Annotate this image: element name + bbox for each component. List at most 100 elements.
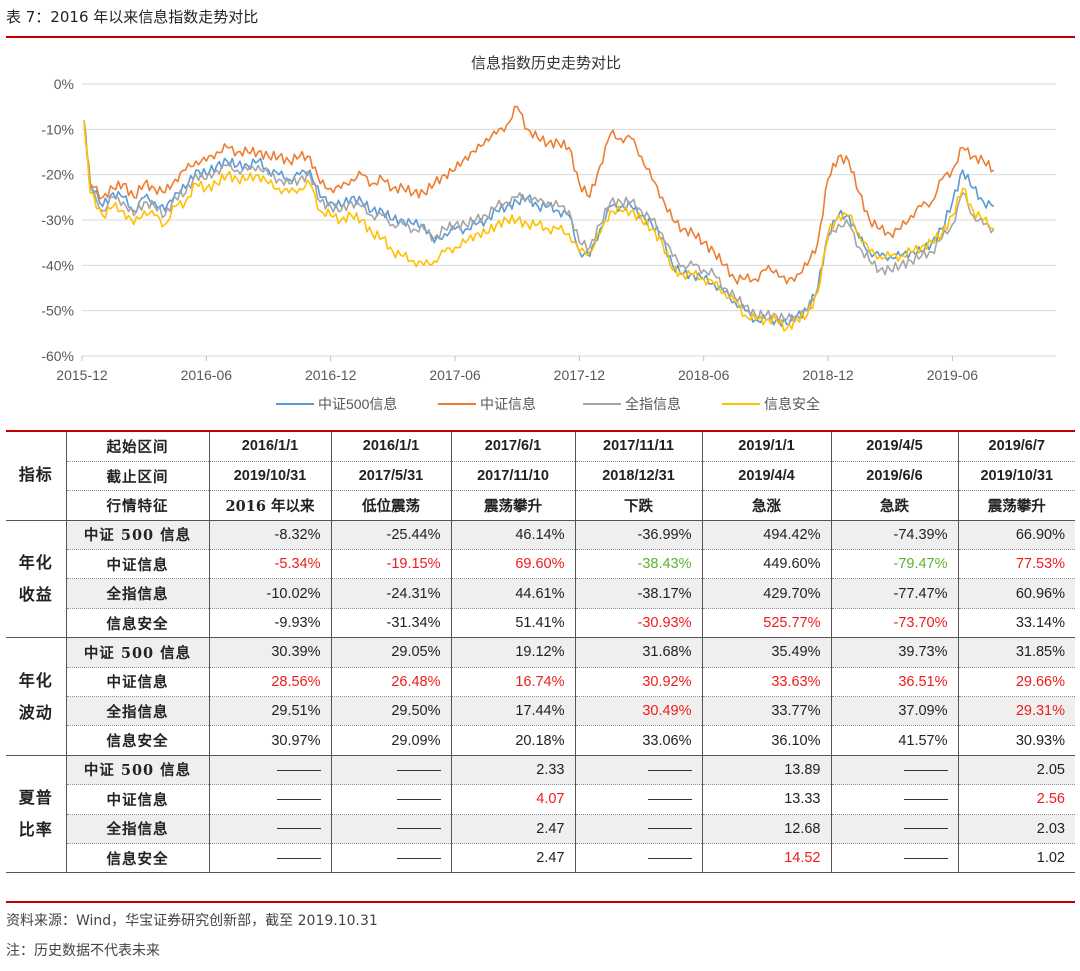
value-cell: 46.14% bbox=[451, 520, 576, 551]
value-cell: 33.77% bbox=[702, 696, 832, 727]
value-cell: 29.51% bbox=[209, 696, 332, 727]
series-line-3 bbox=[83, 120, 995, 322]
value-cell: 4.07 bbox=[451, 784, 576, 815]
source-note: 资料来源：Wind，华宝证券研究创新部，截至 2019.10.31 bbox=[6, 913, 378, 929]
header-cell: 2018/12/31 bbox=[575, 461, 703, 492]
row-label: 中证信息 bbox=[66, 784, 210, 815]
value-cell bbox=[575, 843, 703, 874]
section-label-line: 年化 bbox=[18, 670, 53, 690]
stats-table: 指标 起始区间 2016/1/1 2016/1/1 2017/6/1 2017/11/11… bbox=[6, 432, 1075, 874]
header-cell: 2016/1/1 bbox=[331, 432, 452, 462]
row-label: 全指信息 bbox=[66, 578, 210, 609]
value-cell: 36.51% bbox=[831, 667, 959, 698]
value-cell bbox=[331, 755, 452, 786]
header-cell: 2016/1/1 bbox=[209, 432, 332, 462]
value-cell bbox=[831, 755, 959, 786]
value-cell: -30.93% bbox=[575, 608, 703, 639]
legend-label: 全指信息 bbox=[625, 396, 681, 412]
value-cell: -38.43% bbox=[575, 549, 703, 580]
value-cell: 2.05 bbox=[958, 755, 1075, 786]
value-cell: 36.10% bbox=[702, 725, 832, 756]
value-cell: -74.39% bbox=[831, 520, 959, 551]
mid-rule bbox=[6, 430, 1075, 432]
value-cell: 26.48% bbox=[331, 667, 452, 698]
empty-dash bbox=[647, 828, 692, 830]
value-cell bbox=[575, 784, 703, 815]
value-cell: 30.39% bbox=[209, 637, 332, 668]
row-label: 信息安全 bbox=[66, 725, 210, 756]
header-cell: 低位震荡 bbox=[331, 490, 452, 521]
header-row: 指标 起始区间 2016/1/1 2016/1/1 2017/6/1 2017/11/11… bbox=[6, 432, 1075, 521]
table-row: 信息安全 2.47 14.52 1.02 bbox=[6, 843, 1075, 874]
header-cell: 急跌 bbox=[831, 490, 959, 521]
value-cell: 39.73% bbox=[831, 637, 959, 668]
value-cell bbox=[331, 784, 452, 815]
legend: 中证500信息 中证信息 全指信息 信息安全 bbox=[276, 396, 820, 412]
empty-dash bbox=[903, 799, 948, 801]
bottom-rule bbox=[6, 901, 1075, 903]
value-cell: 30.49% bbox=[575, 696, 703, 727]
legend-label: 中证500信息 bbox=[318, 396, 397, 412]
table-row: 中证信息 -5.34% -19.15% 69.60% -38.43% 449.60% -79… bbox=[6, 549, 1075, 580]
row-label: 中证 500 信息 bbox=[66, 520, 210, 551]
value-cell bbox=[209, 755, 332, 786]
x-tick-label: 2016-12 bbox=[305, 367, 357, 383]
value-cell: 69.60% bbox=[451, 549, 576, 580]
chart-title: 信息指数历史走势对比 bbox=[471, 55, 621, 72]
empty-dash bbox=[276, 769, 321, 771]
value-cell: 30.93% bbox=[958, 725, 1075, 756]
y-tick-label: -50% bbox=[41, 303, 74, 319]
x-tick-label: 2017-12 bbox=[554, 367, 606, 383]
value-cell bbox=[575, 814, 703, 844]
header-cell: 2016 年以来 bbox=[209, 490, 332, 521]
row-label: 中证信息 bbox=[66, 667, 210, 698]
empty-dash bbox=[276, 799, 321, 801]
disclaimer-note: 注：历史数据不代表未来 bbox=[6, 943, 160, 959]
header-cell: 2019/4/5 bbox=[831, 432, 959, 462]
header-cell: 2019/10/31 bbox=[209, 461, 332, 492]
legend-label: 中证信息 bbox=[480, 396, 536, 412]
x-axis-labels: 2015-12 2016-06 2016-12 2017-06 2017-12 2018-… bbox=[56, 367, 978, 383]
value-cell: -73.70% bbox=[831, 608, 959, 639]
value-cell: -19.15% bbox=[331, 549, 452, 580]
x-tick-label: 2018-12 bbox=[802, 367, 854, 383]
header-cell: 2017/6/1 bbox=[451, 432, 576, 462]
value-cell: 2.47 bbox=[451, 843, 576, 874]
value-cell: 33.63% bbox=[702, 667, 832, 698]
value-cell bbox=[331, 814, 452, 844]
value-cell: 29.05% bbox=[331, 637, 452, 668]
table-row: 信息安全 30.97% 29.09% 20.18% 33.06% 36.10% 41.57%… bbox=[6, 725, 1075, 756]
header-cell: 2019/10/31 bbox=[958, 461, 1075, 492]
empty-dash bbox=[396, 769, 441, 771]
top-rule bbox=[6, 36, 1075, 38]
header-cell: 2017/11/10 bbox=[451, 461, 576, 492]
header-label: 起始区间 bbox=[66, 432, 210, 462]
section-label-line: 波动 bbox=[18, 702, 53, 722]
value-cell: -31.34% bbox=[331, 608, 452, 639]
section-label-line: 夏普 bbox=[18, 788, 53, 808]
gridlines bbox=[81, 83, 1056, 361]
value-cell: 30.92% bbox=[575, 667, 703, 698]
empty-dash bbox=[647, 857, 692, 859]
y-tick-label: 0% bbox=[54, 76, 74, 92]
header-cell: 2019/1/1 bbox=[702, 432, 832, 462]
header-cell: 2017/11/11 bbox=[575, 432, 703, 462]
value-cell bbox=[209, 814, 332, 844]
value-cell: 16.74% bbox=[451, 667, 576, 698]
value-cell: 29.66% bbox=[958, 667, 1075, 698]
value-cell: 37.09% bbox=[831, 696, 959, 727]
value-cell: -5.34% bbox=[209, 549, 332, 580]
legend-label: 信息安全 bbox=[764, 396, 820, 412]
value-cell: 31.68% bbox=[575, 637, 703, 668]
empty-dash bbox=[903, 769, 948, 771]
value-cell: 29.50% bbox=[331, 696, 452, 727]
value-cell: 12.68 bbox=[702, 814, 832, 844]
value-cell: -36.99% bbox=[575, 520, 703, 551]
table-row: 年化 收益 中证 500 信息 -8.32% -25.44% 46.14% -36.99% 4… bbox=[6, 520, 1075, 639]
x-tick-label: 2019-06 bbox=[927, 367, 979, 383]
empty-dash bbox=[903, 857, 948, 859]
value-cell: 429.70% bbox=[702, 578, 832, 609]
value-cell: 44.61% bbox=[451, 578, 576, 609]
value-cell: 20.18% bbox=[451, 725, 576, 756]
header-row: 截止区间 2019/10/31 2017/5/31 2017/11/10 2018/12… bbox=[6, 461, 1075, 492]
